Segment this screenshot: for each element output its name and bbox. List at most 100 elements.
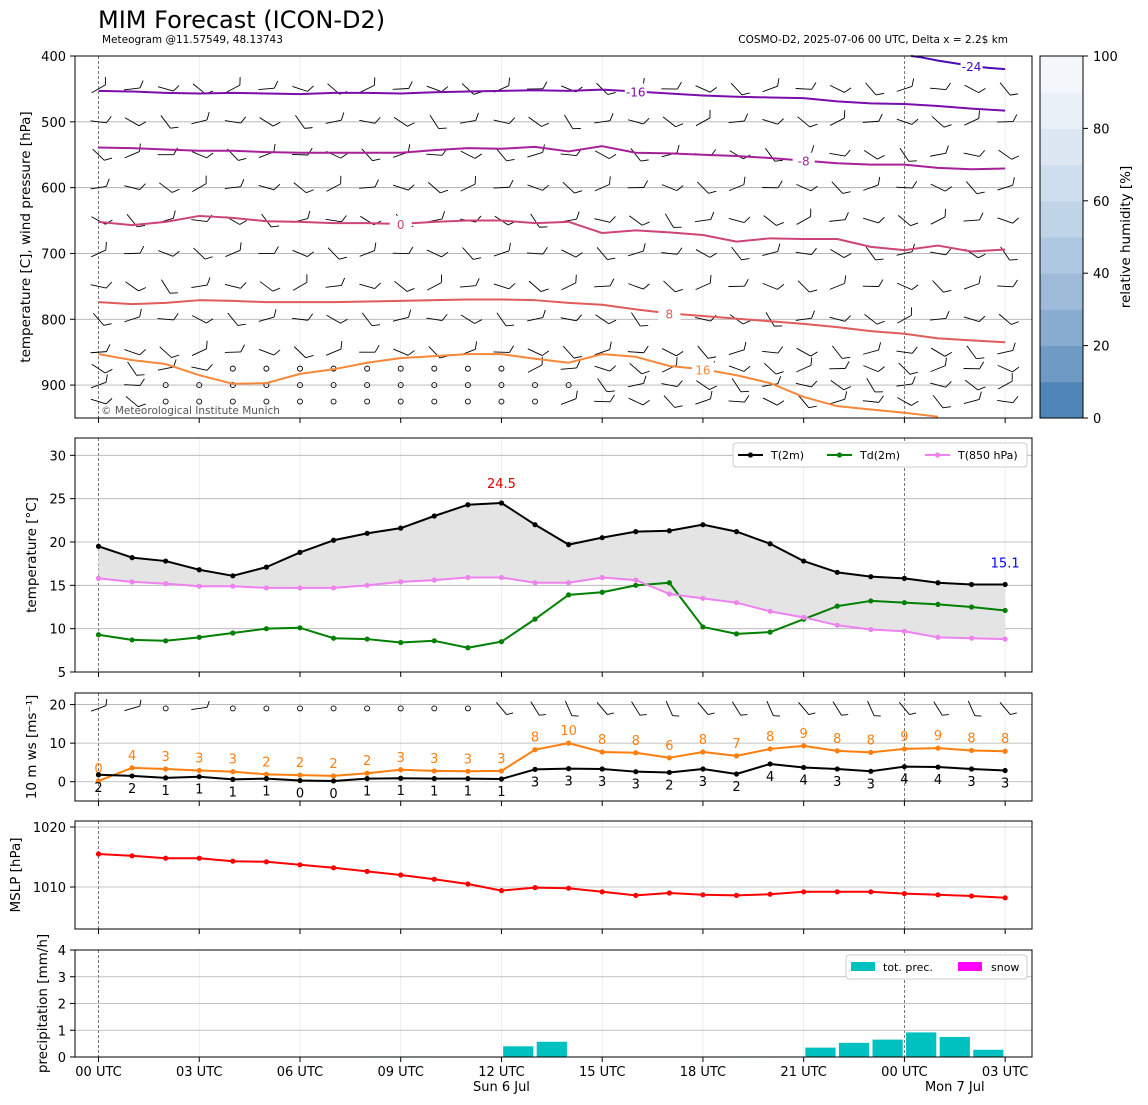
wind-barb-feather — [575, 274, 577, 283]
mslp-point — [834, 889, 840, 895]
wind-barb-feather — [539, 226, 548, 228]
wind-barb-staff — [361, 148, 373, 161]
wind-barb — [627, 117, 650, 125]
wind-barb — [459, 112, 479, 124]
series-point — [431, 513, 437, 519]
wind-barb — [161, 279, 178, 294]
wind-barb-staff — [933, 701, 943, 716]
wind-barb-staff — [92, 148, 105, 161]
wind-barb-feather — [844, 315, 851, 322]
wind-barb-feather — [743, 341, 747, 350]
wind-barb — [798, 395, 817, 409]
wind-barb — [797, 280, 818, 293]
precip-bar — [536, 1041, 567, 1057]
wind-barb — [359, 242, 377, 257]
series-line — [98, 576, 1006, 641]
wind-barb-feather — [844, 212, 849, 220]
wind-barb-staff — [258, 87, 275, 91]
wind-barb — [594, 113, 614, 124]
wind-value-label: 2 — [94, 781, 102, 796]
calm-wind-circle — [532, 398, 538, 405]
wind-barb-staff — [493, 186, 510, 189]
temperature-spread-fill — [98, 503, 1006, 640]
wind-barb — [998, 313, 1019, 325]
wind-barb-staff — [292, 281, 308, 291]
wind-barb — [562, 345, 582, 359]
wind-barb-feather — [641, 370, 650, 375]
wind-barb — [629, 363, 650, 375]
wind-barb — [829, 84, 852, 93]
calm-wind-circle — [397, 705, 404, 712]
wind-barb — [728, 216, 751, 224]
wind-barb-feather — [944, 208, 946, 217]
wind-barb-feather — [639, 714, 647, 716]
wind-series-point — [498, 768, 505, 774]
legend-label: snow — [991, 961, 1019, 974]
wind-barb-staff — [896, 350, 913, 354]
wind-barb-staff — [594, 400, 611, 403]
wind-barb — [527, 247, 548, 255]
wind-barb-feather — [877, 154, 885, 160]
wind-barb-feather — [676, 81, 682, 90]
wind-barb — [493, 345, 515, 353]
isotherm-label: 8 — [666, 307, 674, 321]
wind-barb-feather — [945, 82, 951, 90]
y-tick-label: 5 — [58, 666, 66, 681]
wind-barb-staff — [897, 397, 912, 406]
wind-barb-staff — [997, 217, 1013, 224]
wind-barb — [762, 118, 784, 125]
isotherm-label-bg — [389, 215, 412, 232]
wind-barb-feather — [508, 77, 511, 86]
series-point — [330, 537, 337, 543]
wind-barb-staff — [90, 120, 107, 124]
wind-value-label: 1 — [397, 784, 405, 799]
wind-barb — [628, 283, 650, 290]
wind-barb-feather — [106, 116, 112, 124]
wind-series-point — [364, 776, 370, 782]
wind-value-label: 4 — [934, 773, 942, 788]
wind-barb-feather — [139, 183, 146, 190]
wind-value-label: 3 — [1001, 777, 1009, 792]
series-point — [297, 585, 303, 591]
wind-series-point — [968, 747, 975, 754]
calm-wind-circle — [397, 398, 404, 405]
wind-series-point — [633, 769, 639, 775]
wind-barb-staff — [258, 184, 275, 191]
wind-barb-feather — [943, 124, 952, 128]
y-axis-label: precipitation [mm/h] — [35, 934, 51, 1073]
wind-barb-feather — [878, 279, 884, 287]
series-point — [532, 522, 538, 528]
wind-barb — [963, 391, 982, 405]
wind-barb — [459, 278, 480, 288]
wind-barb — [258, 80, 279, 91]
wind-series-point — [566, 740, 572, 746]
wind-barb — [731, 378, 749, 393]
wind-barb-feather — [138, 121, 147, 127]
wind-barb-feather — [974, 715, 982, 717]
wind-barb-staff — [292, 249, 308, 257]
wind-barb-feather — [811, 247, 817, 255]
wind-barb-feather — [1012, 114, 1018, 122]
wind-barb-staff — [594, 218, 611, 223]
wind-barb-staff — [930, 382, 946, 388]
wind-barb-feather — [373, 77, 376, 86]
mslp-point — [700, 892, 706, 898]
wind-barb-feather — [944, 357, 947, 366]
wind-barb-feather — [508, 283, 516, 290]
wind-barb-staff — [594, 349, 610, 356]
wind-value-label: 3 — [497, 752, 505, 767]
wind-barb-feather — [607, 257, 616, 261]
wind-barb-feather — [741, 92, 750, 96]
wind-barb — [897, 215, 919, 227]
wind-barb-staff — [930, 152, 946, 157]
series-point — [599, 589, 605, 595]
wind-barb — [394, 280, 415, 292]
wind-barb-feather — [1011, 155, 1020, 160]
wind-barb-feather — [777, 243, 781, 252]
wind-value-label: 0 — [94, 762, 102, 777]
wind-barb — [426, 249, 449, 258]
wind-value-label: 1 — [497, 785, 505, 800]
wind-barb — [762, 346, 784, 354]
wind-value-label: 6 — [665, 739, 673, 754]
wind-barb — [292, 85, 314, 92]
